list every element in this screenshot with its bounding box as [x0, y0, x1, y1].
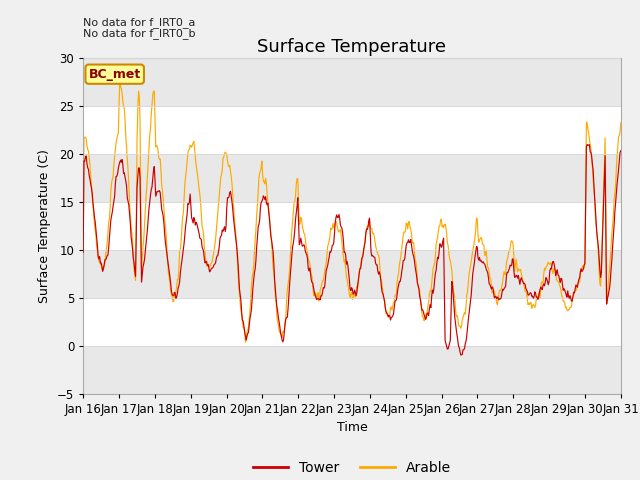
X-axis label: Time: Time — [337, 421, 367, 434]
Legend: Tower, Arable: Tower, Arable — [248, 456, 456, 480]
Y-axis label: Surface Temperature (C): Surface Temperature (C) — [38, 149, 51, 302]
Bar — [83, 58, 621, 106]
Bar — [83, 250, 621, 298]
Bar — [83, 154, 621, 202]
Bar — [83, 346, 621, 394]
Text: No data for f_IRT0_a: No data for f_IRT0_a — [83, 17, 196, 28]
Text: BC_met: BC_met — [88, 68, 141, 81]
Title: Surface Temperature: Surface Temperature — [257, 38, 447, 56]
Text: No data for f_IRT0_b: No data for f_IRT0_b — [83, 28, 196, 39]
